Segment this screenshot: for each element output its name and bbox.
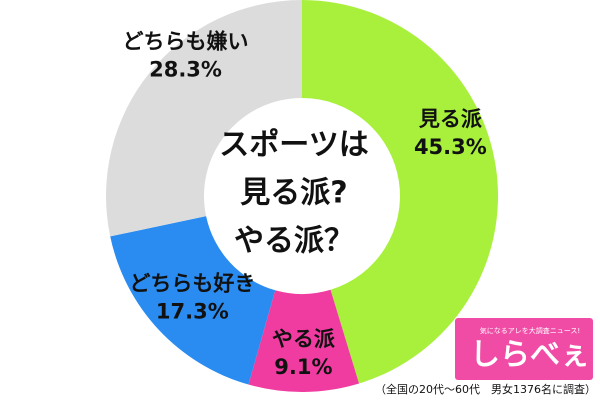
logo-text: しらべぇ [470, 338, 590, 373]
data-label: 45.3% [414, 135, 487, 159]
donut-segment [110, 216, 276, 385]
logo-box [455, 318, 593, 380]
donut-segment [105, 0, 302, 237]
center-title: 見る派? [240, 176, 347, 211]
note: （全国の20代〜60代 男女1376名に調査） [375, 382, 596, 396]
data-label: 17.3% [156, 299, 229, 323]
segment-name: どちらも好き [129, 271, 255, 295]
logo-tagline: 気になるアレを大調査ニュース! [480, 326, 580, 335]
center-title: やる派？ [234, 224, 354, 259]
data-label: 28.3% [149, 57, 222, 81]
segment-name: やる派 [272, 327, 336, 351]
segment-name: 見る派 [419, 107, 483, 131]
donut-segment [302, 0, 498, 384]
segment-name: どちらも嫌い [123, 29, 249, 53]
data-label: 9.1% [274, 355, 332, 379]
center-title: スポーツは [219, 128, 368, 163]
donut-segment [248, 289, 360, 392]
